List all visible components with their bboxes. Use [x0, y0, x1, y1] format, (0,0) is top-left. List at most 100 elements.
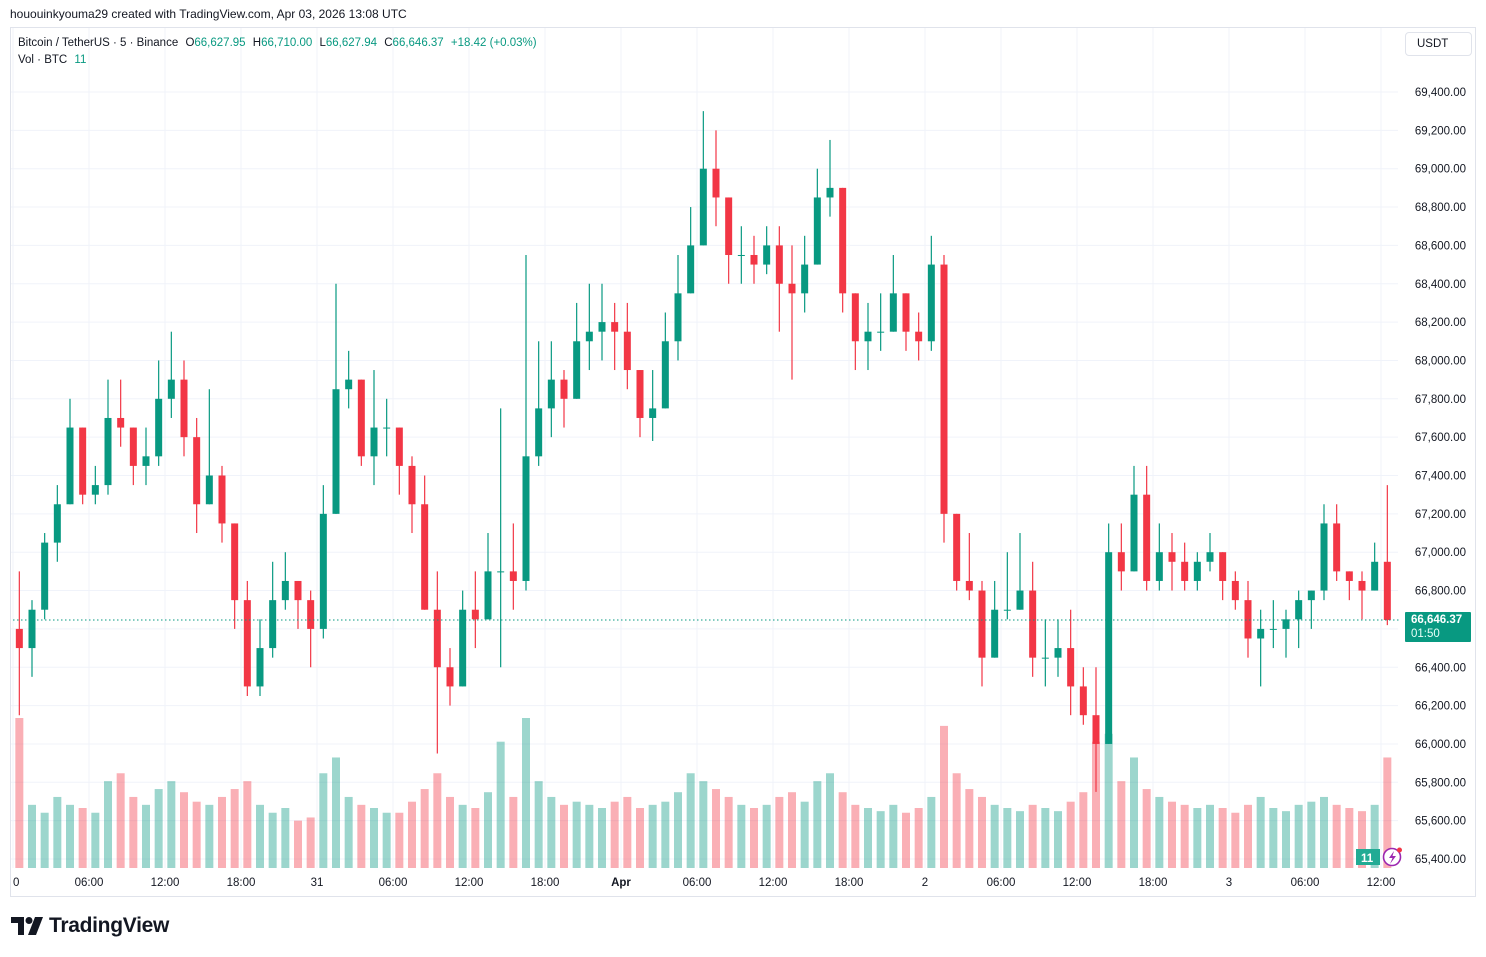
candle: [345, 350, 353, 409]
candle-body: [1003, 609, 1011, 611]
candle: [1029, 561, 1037, 677]
volume-bar: [598, 808, 606, 868]
volume-bar: [446, 796, 454, 868]
candle: [851, 293, 859, 371]
candle-body: [535, 408, 543, 457]
candle-body: [623, 331, 631, 371]
price-tick-label: 66,800.00: [1415, 586, 1466, 598]
price-tick-label: 68,800.00: [1415, 202, 1466, 214]
price-tick-label: 68,200.00: [1415, 317, 1466, 329]
time-axis: 0 06:00 12:00 18:00 31 06:00 12:00 18:00 Apr 06:0…: [13, 877, 1395, 889]
candle: [978, 580, 986, 687]
chart-credit: hououinkyouma29 created with TradingView…: [10, 7, 407, 21]
price-tick-label: 66,400.00: [1415, 662, 1466, 674]
time-tick-label: 3: [1226, 877, 1232, 889]
volume-bar: [1244, 804, 1252, 868]
candle-body: [636, 370, 644, 418]
candle: [421, 475, 429, 610]
volume-badge: 11: [1356, 849, 1380, 865]
candle: [1181, 542, 1189, 591]
volume-bar: [496, 741, 505, 868]
price-tick-label: 69,200.00: [1415, 125, 1466, 137]
candle: [940, 254, 948, 543]
currency-button[interactable]: USDT: [1405, 32, 1472, 56]
candle-body: [1130, 494, 1138, 572]
grid: [11, 28, 1398, 868]
candle: [256, 619, 264, 697]
volume-bar: [1028, 804, 1037, 868]
candle-body: [1333, 523, 1341, 572]
volume-bar: [433, 773, 442, 868]
candle-body: [433, 609, 441, 668]
volume-bar: [1142, 789, 1151, 868]
candle: [155, 360, 163, 466]
candle-body: [1054, 648, 1062, 658]
symbol-name[interactable]: Bitcoin / TetherUS · 5 · Binance: [18, 37, 179, 49]
volume-bar: [623, 796, 632, 868]
candle: [611, 302, 619, 371]
candle-body: [79, 427, 87, 495]
candle: [497, 408, 505, 668]
candle-body: [1282, 619, 1290, 629]
volume-bar: [560, 804, 568, 868]
candle: [750, 235, 758, 284]
volume-bar: [648, 804, 657, 868]
price-tick-label: 69,000.00: [1415, 164, 1466, 176]
volume-bar: [484, 792, 492, 868]
price-tick-label: 65,800.00: [1415, 777, 1466, 789]
volume-bar: [370, 808, 378, 868]
candle-body: [357, 379, 365, 457]
candle: [826, 139, 834, 217]
volume-bar: [585, 804, 594, 868]
candle-body: [395, 427, 403, 466]
candle: [585, 283, 593, 371]
candle-body: [408, 465, 416, 505]
volume-bar: [876, 811, 885, 868]
volume-bar: [1180, 804, 1189, 868]
volume-bar: [382, 812, 391, 868]
tradingview-logo[interactable]: TradingView: [11, 914, 169, 938]
volume-bar: [192, 801, 201, 868]
volume-bar: [1332, 804, 1341, 868]
candle: [180, 360, 188, 457]
candle: [193, 417, 201, 534]
candle: [446, 648, 454, 706]
candle-body: [345, 379, 353, 390]
brand-name: TradingView: [49, 914, 170, 937]
candle: [687, 207, 695, 294]
time-tick-label: 06:00: [75, 877, 104, 889]
candle-body: [243, 600, 251, 687]
volume-bar: [1370, 804, 1379, 868]
volume-bar: [91, 812, 100, 868]
volume-bar: [306, 817, 315, 868]
candle-body: [1092, 715, 1100, 744]
volume-bar: [40, 812, 49, 868]
candle: [1067, 609, 1075, 716]
candle-body: [1383, 561, 1391, 621]
candle-body: [104, 417, 112, 486]
candle-body: [332, 389, 340, 514]
candle-body: [1079, 686, 1087, 716]
volume-bar: [1193, 808, 1202, 868]
candle: [649, 370, 657, 441]
symbol-legend: Bitcoin / TetherUS · 5 · Binance O66,627…: [18, 37, 537, 66]
candle-body: [193, 437, 201, 505]
time-tick-label: 0: [13, 877, 19, 889]
candle: [902, 293, 910, 351]
candle-body: [547, 379, 555, 409]
volume-bar: [1117, 781, 1126, 868]
candle: [433, 571, 441, 754]
candle-body: [801, 264, 809, 294]
candle: [801, 235, 809, 313]
lightning-icon[interactable]: [1382, 847, 1403, 867]
volume-bar: [952, 773, 961, 868]
candle: [953, 513, 961, 591]
candle-body: [611, 322, 619, 332]
candle-body: [1371, 561, 1379, 591]
candle: [1295, 590, 1303, 649]
candle-body: [383, 427, 391, 429]
volume-bar: [800, 801, 809, 868]
volume-bar: [129, 796, 138, 868]
candle-body: [737, 254, 745, 256]
